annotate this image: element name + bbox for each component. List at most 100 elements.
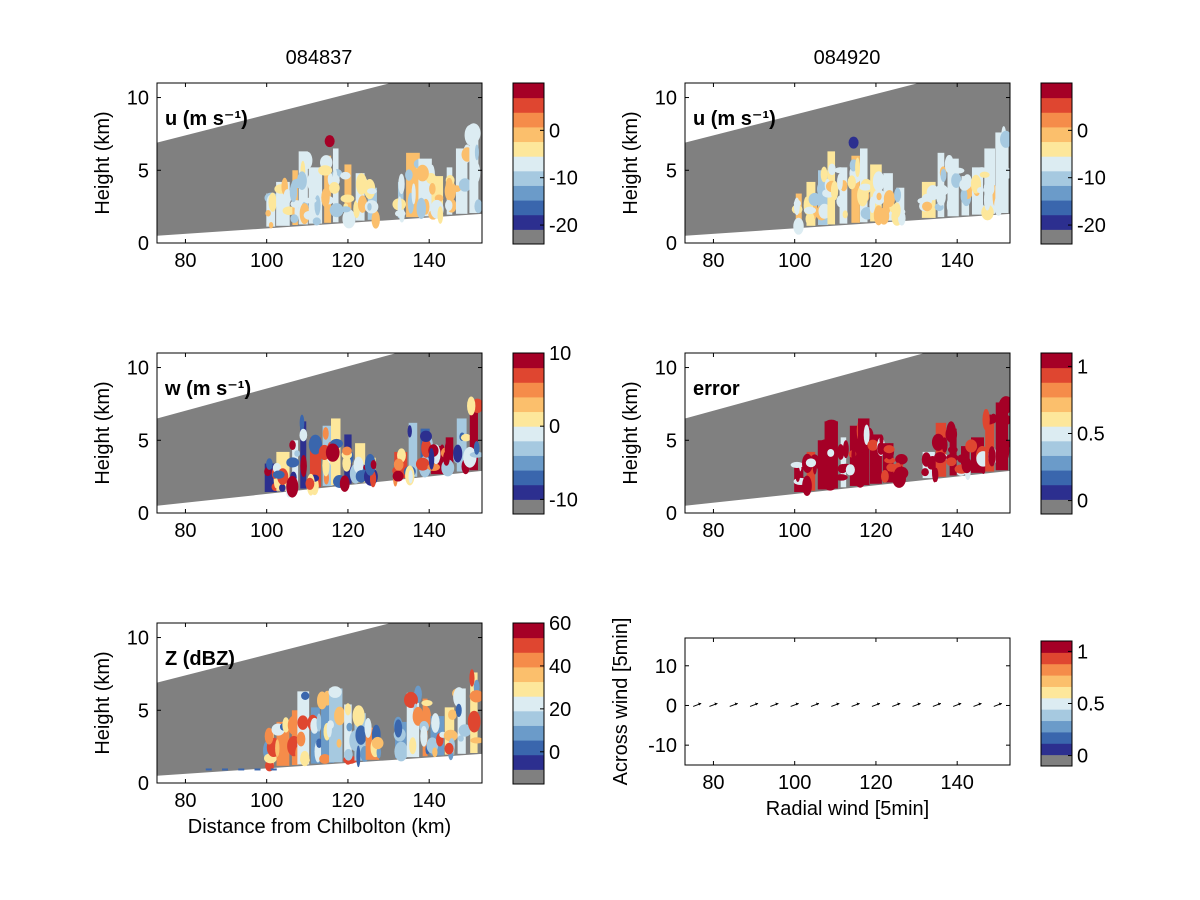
colorbar-frame [512,82,545,245]
cell-detail [994,195,1003,216]
cell [238,768,245,771]
cell-detail [803,206,817,215]
cell-detail [339,475,350,492]
cell-detail [842,440,849,459]
colorbar-swatch [513,112,544,128]
cell-detail [795,466,801,482]
colorbar-tick-label: -10 [549,168,578,190]
cell-detail [793,199,801,208]
cell-detail [474,144,479,161]
cell-detail [879,434,884,445]
cell-detail [367,202,372,211]
axes-frame [156,82,483,244]
x-tick-label: 120 [331,790,364,812]
axes-frame [684,352,1011,514]
cell-detail [283,189,292,204]
panel-4: 80 100 120 140 0 5 10 Height (km) Distance from … [92,613,571,838]
cell-detail [366,188,377,195]
cell-detail [883,445,895,454]
colorbar-swatch [1041,455,1072,471]
x-tick-label: 140 [413,520,446,542]
cell-detail [325,443,340,462]
field [685,83,1010,236]
cell-detail [297,715,309,730]
cell-detail [977,186,984,194]
colorbar-swatch [1041,229,1072,245]
colorbar-swatch [513,754,544,770]
cell-detail [264,727,274,745]
y-tick-label: 10 [655,358,677,380]
cell-detail [946,457,957,467]
cell-detail [299,757,310,764]
cell-detail [851,429,858,445]
colorbar-swatch [1041,743,1072,756]
cell-detail [455,703,462,717]
cell-detail [312,217,321,226]
colorbar-tick-label: 0 [549,120,560,142]
panel-label: Z (dBZ) [165,648,235,670]
cell-detail [329,203,344,218]
x-tick-label: 80 [174,790,196,812]
cell-detail [355,725,367,745]
x-tick-label: 140 [941,250,974,272]
cell-detail [870,462,879,476]
wind-arrow-head [856,702,860,706]
x-tick-label: 120 [331,520,364,542]
cell-detail [303,197,317,204]
cell-detail [394,719,403,738]
cell-detail [921,201,933,212]
cell-detail [847,175,856,190]
colorbar-swatch [513,170,544,186]
colorbar-swatch [513,455,544,471]
colorbar-swatch [1041,200,1072,216]
cell-detail [289,181,298,203]
cell-detail [303,210,316,220]
cell-detail [467,396,476,416]
cell-detail [342,209,356,229]
cell-detail [340,206,351,213]
column-title-right: 084920 [814,47,881,69]
x-tick-label: 80 [702,772,724,794]
cell-detail [398,173,405,195]
cell-detail [344,703,352,716]
cell [222,768,228,771]
cell-detail [854,465,867,488]
wind-arrow-head [937,702,941,706]
cell-detail [409,737,417,755]
cell-detail [842,210,848,219]
colorbar-swatch [513,229,544,245]
cell-detail [290,214,299,224]
colorbar-swatch [513,740,544,756]
cell-detail [818,203,831,219]
cell-detail [448,709,457,721]
colorbar-swatch [1041,170,1072,186]
cell-detail [376,746,382,759]
cell-detail [941,437,948,453]
colorbar-frame [512,352,545,515]
cell-detail [453,444,463,463]
cell-detail [432,747,438,758]
y-tick-label: 5 [666,430,677,452]
y-tick-label: 5 [666,160,677,182]
cell-detail [444,742,454,755]
colorbar-swatch [1041,156,1072,172]
colorbar-tick-label: 0 [1077,120,1088,142]
cell-detail [412,706,424,726]
cell [839,167,848,224]
cell-detail [286,475,299,498]
cell-detail [394,741,408,762]
cell-detail [999,396,1010,414]
cell-detail [793,217,804,235]
panel-1: 80 100 120 140 0 5 10 Height (km) u (m s⁻¹) 0 -10 -… [620,82,1106,272]
colorbar-tick-label: 60 [549,613,571,635]
colorbar-tick-label: 1 [1077,641,1088,663]
cell-detail [895,454,908,465]
cell-detail [855,157,861,178]
cell-detail [403,691,418,709]
cell-detail [458,178,472,192]
colorbar-swatch [1041,697,1072,710]
y-tick-label: 0 [666,503,677,525]
colorbar-tick-label: 0 [549,742,560,764]
cell-detail [300,456,306,477]
